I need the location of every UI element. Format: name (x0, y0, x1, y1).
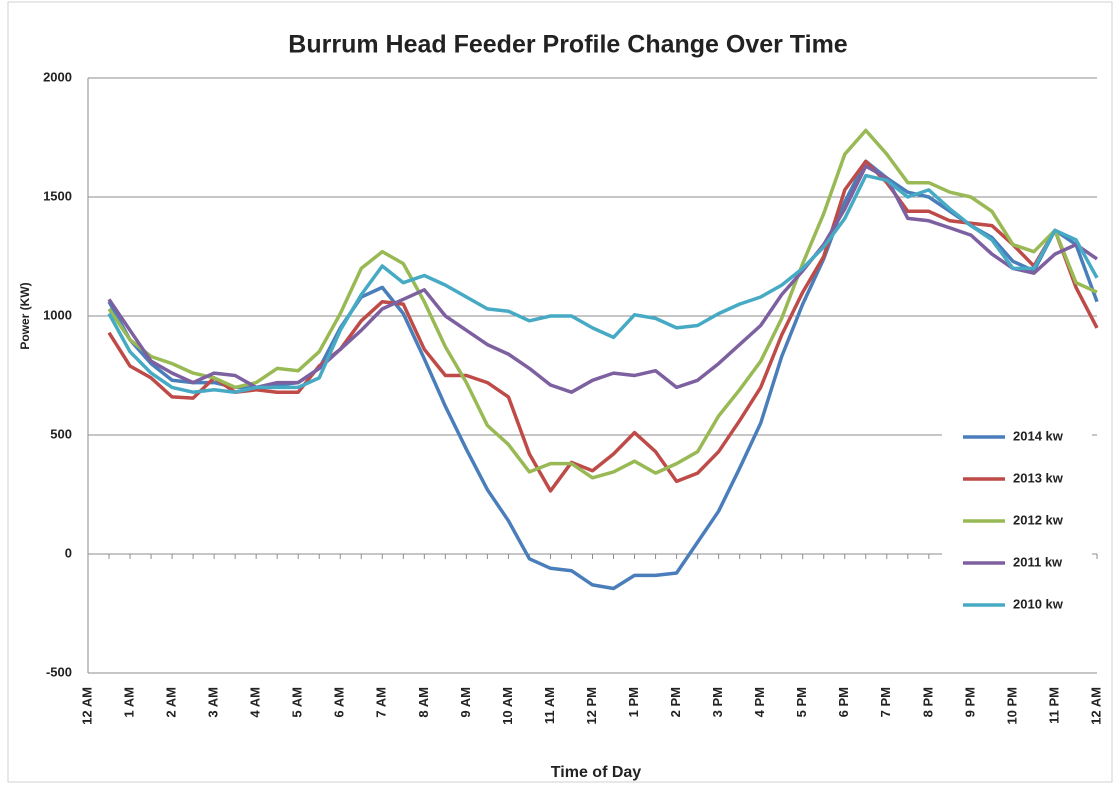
x-tick-label: 12 AM (1088, 687, 1103, 725)
x-tick-label: 2 PM (668, 687, 683, 717)
x-tick-label: 11 AM (542, 687, 557, 724)
legend-label: 2012 kw (1013, 512, 1064, 527)
x-tick-label: 4 PM (752, 687, 767, 717)
legend-label: 2014 kw (1013, 428, 1064, 443)
x-tick-label: 6 AM (332, 687, 347, 718)
x-tick-label: 3 PM (710, 687, 725, 717)
x-tick-label: 6 PM (836, 687, 851, 717)
x-tick-label: 12 PM (584, 687, 599, 725)
series-line (107, 159, 1099, 493)
y-tick-label: 0 (65, 545, 72, 560)
x-tick-label: 4 AM (248, 687, 263, 718)
x-tick-label: 3 AM (206, 687, 221, 718)
y-tick-label: 1500 (43, 188, 72, 203)
x-tick-label: 7 PM (878, 687, 893, 717)
legend-label: 2011 kw (1013, 554, 1063, 569)
x-tick-label: 8 AM (416, 687, 431, 718)
y-tick-label: 2000 (43, 69, 72, 84)
legend-label: 2010 kw (1013, 596, 1064, 611)
chart-title: Burrum Head Feeder Profile Change Over T… (288, 31, 848, 59)
x-tick-label: 12 AM (79, 687, 94, 725)
x-tick-label: 10 PM (1004, 687, 1019, 725)
y-tick-label: 500 (50, 426, 72, 441)
series-line (107, 128, 1098, 480)
series-line (107, 159, 1099, 591)
x-tick-label: 9 AM (458, 687, 473, 718)
legend-label: 2013 kw (1013, 470, 1064, 485)
x-tick-label: 9 PM (962, 687, 977, 717)
x-tick-label: 5 AM (290, 687, 305, 718)
y-tick-label: 1000 (43, 307, 72, 322)
x-tick-label: 8 PM (920, 687, 935, 717)
x-tick-label: 1 AM (121, 687, 136, 718)
y-axis-label: Power (KW) (18, 282, 32, 349)
x-tick-label: 7 AM (374, 687, 389, 718)
series-line (107, 164, 1098, 394)
series-line (107, 173, 1099, 394)
chart-frame (7, 1, 1113, 783)
y-tick-label: -500 (46, 664, 72, 679)
x-axis-label: Time of Day (551, 764, 642, 781)
x-tick-label: 11 PM (1046, 687, 1061, 724)
x-tick-label: 1 PM (626, 687, 641, 717)
x-tick-label: 5 PM (794, 687, 809, 717)
x-tick-label: 2 AM (164, 687, 179, 718)
x-tick-label: 10 AM (500, 687, 515, 725)
